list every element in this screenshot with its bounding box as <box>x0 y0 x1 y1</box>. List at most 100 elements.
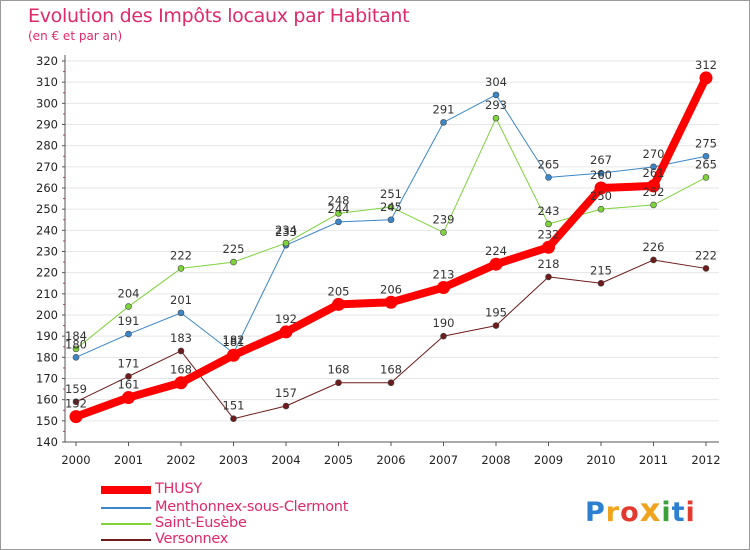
data-label: 245 <box>380 200 402 214</box>
data-label: 182 <box>223 333 245 347</box>
y-tick-label: 320 <box>36 54 58 68</box>
data-point <box>384 295 398 309</box>
data-label: 252 <box>643 185 665 199</box>
data-point <box>545 174 552 181</box>
data-point <box>332 297 345 311</box>
y-tick-label: 240 <box>36 223 58 237</box>
y-tick-label: 160 <box>36 393 58 407</box>
data-point <box>542 240 555 254</box>
chart-title: Evolution des Impôts locaux par Habitant <box>28 5 410 27</box>
data-label: 226 <box>643 240 665 254</box>
data-point <box>597 169 605 177</box>
data-label: 190 <box>433 316 455 330</box>
data-label: 265 <box>538 157 560 171</box>
data-label: 218 <box>538 257 560 271</box>
data-label: 291 <box>433 102 455 116</box>
data-label: 159 <box>65 382 87 396</box>
x-tick-label: 2010 <box>586 453 615 467</box>
legend-swatch-menthonnex <box>101 507 151 509</box>
legend-swatch-versonnex <box>101 539 151 541</box>
x-tick-label: 2002 <box>166 453 195 467</box>
data-label: 161 <box>118 378 140 392</box>
chart-subtitle: (en € et par an) <box>28 29 123 43</box>
data-point <box>597 205 605 213</box>
data-point <box>387 203 395 211</box>
y-tick-label: 190 <box>36 329 58 343</box>
y-tick-label: 150 <box>36 414 58 428</box>
data-label: 151 <box>223 399 245 413</box>
data-point <box>492 322 500 329</box>
data-point <box>125 330 132 338</box>
data-point <box>125 373 132 380</box>
data-point <box>440 119 447 126</box>
data-point <box>69 410 83 424</box>
data-label: 180 <box>65 337 87 351</box>
data-point <box>177 347 185 355</box>
y-tick-label: 300 <box>36 96 58 110</box>
data-point <box>597 279 605 287</box>
data-point <box>489 257 503 271</box>
x-tick-label: 2004 <box>271 453 300 467</box>
data-point <box>282 239 290 247</box>
data-point <box>702 152 710 160</box>
legend-label-menthonnex: Menthonnex-sous-Clermont <box>155 499 349 515</box>
data-point <box>702 265 710 272</box>
legend-swatch-thusy <box>101 486 151 494</box>
data-point <box>387 379 395 387</box>
logo-letter: r <box>605 497 621 528</box>
logo-letter: t <box>671 497 686 528</box>
proxiti-logo: Proxiti <box>585 491 696 529</box>
y-tick-label: 180 <box>36 350 58 364</box>
data-point <box>72 345 80 353</box>
data-label: 244 <box>328 202 350 216</box>
data-label: 205 <box>328 284 350 298</box>
data-label: 251 <box>380 187 402 201</box>
logo-letter: i <box>685 497 696 528</box>
data-label: 275 <box>695 136 717 150</box>
data-point <box>230 415 237 423</box>
data-label: 183 <box>170 331 192 345</box>
data-point <box>72 398 80 406</box>
y-tick-label: 270 <box>36 160 58 174</box>
data-label: 248 <box>328 193 350 207</box>
data-point <box>650 201 657 209</box>
data-point <box>177 265 185 272</box>
data-label: 181 <box>223 335 245 349</box>
y-tick-label: 210 <box>36 287 58 301</box>
data-label: 168 <box>380 363 402 377</box>
data-label: 239 <box>433 212 455 226</box>
data-point <box>177 309 185 317</box>
data-point <box>122 391 135 405</box>
data-label: 168 <box>170 363 192 377</box>
x-tick-label: 2006 <box>376 453 405 467</box>
x-tick-label: 2011 <box>639 453 668 467</box>
data-label: 250 <box>590 189 612 203</box>
data-point <box>545 273 552 281</box>
data-label: 224 <box>485 244 507 258</box>
legend-label-versonnex: Versonnex <box>155 531 229 547</box>
data-point <box>282 402 290 410</box>
data-point <box>650 163 657 171</box>
data-label: 204 <box>118 287 140 301</box>
data-point <box>650 256 657 264</box>
data-point <box>647 179 660 193</box>
data-label: 265 <box>695 157 717 171</box>
data-point <box>125 303 132 310</box>
data-label: 233 <box>275 225 297 239</box>
data-label: 232 <box>538 227 560 241</box>
data-point <box>335 379 342 387</box>
data-point <box>492 91 500 99</box>
data-label: 261 <box>643 166 665 180</box>
x-tick-label: 2008 <box>481 453 510 467</box>
data-point <box>279 325 293 339</box>
legend-swatch-saint-eusebe <box>101 523 151 525</box>
data-label: 206 <box>380 282 402 296</box>
x-tick-label: 2007 <box>429 453 458 467</box>
data-label: 213 <box>433 267 455 281</box>
data-label: 171 <box>118 356 140 370</box>
data-label: 312 <box>695 58 717 72</box>
data-label: 201 <box>170 293 192 307</box>
data-point <box>699 71 713 85</box>
y-tick-label: 310 <box>36 75 58 89</box>
